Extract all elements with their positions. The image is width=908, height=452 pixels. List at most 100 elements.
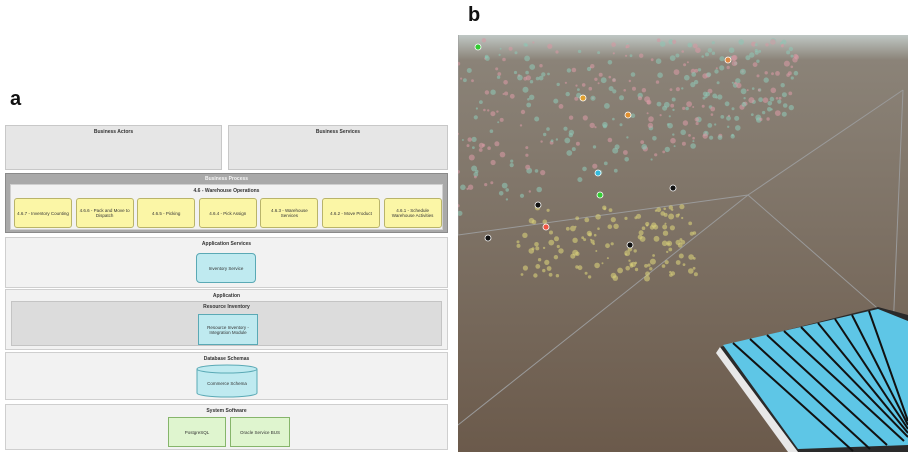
particle: [671, 209, 673, 211]
particle: [693, 257, 696, 260]
particle: [575, 216, 579, 220]
particle: [670, 225, 675, 230]
layer-title: System Software: [6, 408, 447, 414]
particle: [522, 233, 527, 238]
layer-title: Application: [6, 293, 447, 299]
particle: [557, 245, 560, 248]
particle: [587, 67, 591, 71]
particle: [698, 68, 701, 71]
particle: [753, 62, 758, 67]
particle: [695, 47, 701, 53]
particle: [623, 89, 626, 92]
particle: [557, 83, 560, 86]
particle: [660, 41, 666, 47]
particle: [572, 68, 577, 73]
particle: [472, 146, 475, 149]
highlight-particle: [543, 224, 549, 230]
particle: [582, 83, 586, 87]
layer-title: Business Actors: [6, 129, 221, 135]
particle: [534, 117, 539, 122]
particle: [638, 235, 643, 240]
particle: [757, 74, 760, 77]
particle: [624, 217, 627, 220]
particle: [503, 80, 508, 85]
particle: [485, 55, 489, 59]
particle: [691, 72, 696, 77]
particle: [639, 230, 644, 235]
particle: [555, 50, 558, 53]
particle: [482, 38, 486, 42]
particle: [575, 226, 577, 228]
service-box: Inventory Service: [196, 253, 256, 283]
particle: [662, 106, 667, 111]
particle: [763, 97, 769, 103]
particle: [649, 267, 652, 270]
particle: [499, 54, 501, 56]
particle: [741, 88, 747, 94]
particle: [745, 55, 750, 60]
particle: [650, 225, 655, 230]
particle: [789, 47, 793, 51]
particle: [679, 238, 682, 241]
particle: [783, 103, 788, 108]
particle: [613, 52, 615, 54]
particle: [764, 77, 769, 82]
particle: [654, 153, 657, 156]
particle: [547, 266, 552, 271]
particle: [672, 98, 676, 102]
particle: [657, 102, 662, 107]
particle: [712, 52, 715, 55]
particle: [592, 243, 595, 246]
particle: [539, 76, 544, 81]
particle: [476, 107, 478, 109]
particle: [602, 262, 604, 264]
particle: [462, 139, 464, 141]
particle: [483, 109, 486, 112]
layer-title: Business Services: [229, 129, 447, 135]
particle: [672, 133, 674, 135]
particle: [500, 48, 502, 50]
particle: [647, 112, 649, 114]
particle: [590, 123, 595, 128]
particle: [628, 260, 630, 262]
particle: [676, 87, 680, 91]
particle: [604, 162, 608, 166]
particle: [683, 120, 688, 125]
process-step: 4.6.5 - Picking: [137, 198, 195, 228]
group: Resource Inventory Resource Inventory - …: [11, 301, 442, 346]
highlight-particle: [670, 185, 676, 191]
particle: [680, 130, 686, 136]
particle: [611, 242, 614, 245]
particle: [670, 138, 676, 144]
particle: [536, 77, 540, 81]
particle: [740, 69, 746, 75]
particle: [467, 68, 472, 73]
layer-title: Database Schemas: [6, 356, 447, 362]
particle: [505, 188, 509, 192]
particle: [569, 133, 573, 137]
particle: [509, 47, 513, 51]
particle: [734, 116, 739, 121]
particle: [640, 140, 644, 144]
particle: [563, 127, 567, 131]
particle: [572, 147, 576, 151]
particle: [514, 71, 517, 74]
highlight-particle: [597, 192, 603, 198]
particle: [641, 144, 647, 150]
particle: [734, 82, 737, 85]
particle: [648, 116, 654, 122]
particle: [775, 71, 780, 76]
particle: [612, 148, 618, 154]
particle: [567, 68, 571, 72]
particle: [765, 43, 768, 46]
particle: [575, 252, 579, 256]
particle: [623, 150, 628, 155]
particle: [719, 65, 724, 70]
particle: [564, 138, 570, 144]
particle: [543, 220, 548, 225]
layer-title: Business Process: [6, 176, 447, 182]
particle: [663, 231, 668, 236]
particle: [572, 238, 577, 243]
process-step: 4.6.3 - Warehouse Services: [260, 198, 318, 228]
particle: [788, 92, 792, 96]
